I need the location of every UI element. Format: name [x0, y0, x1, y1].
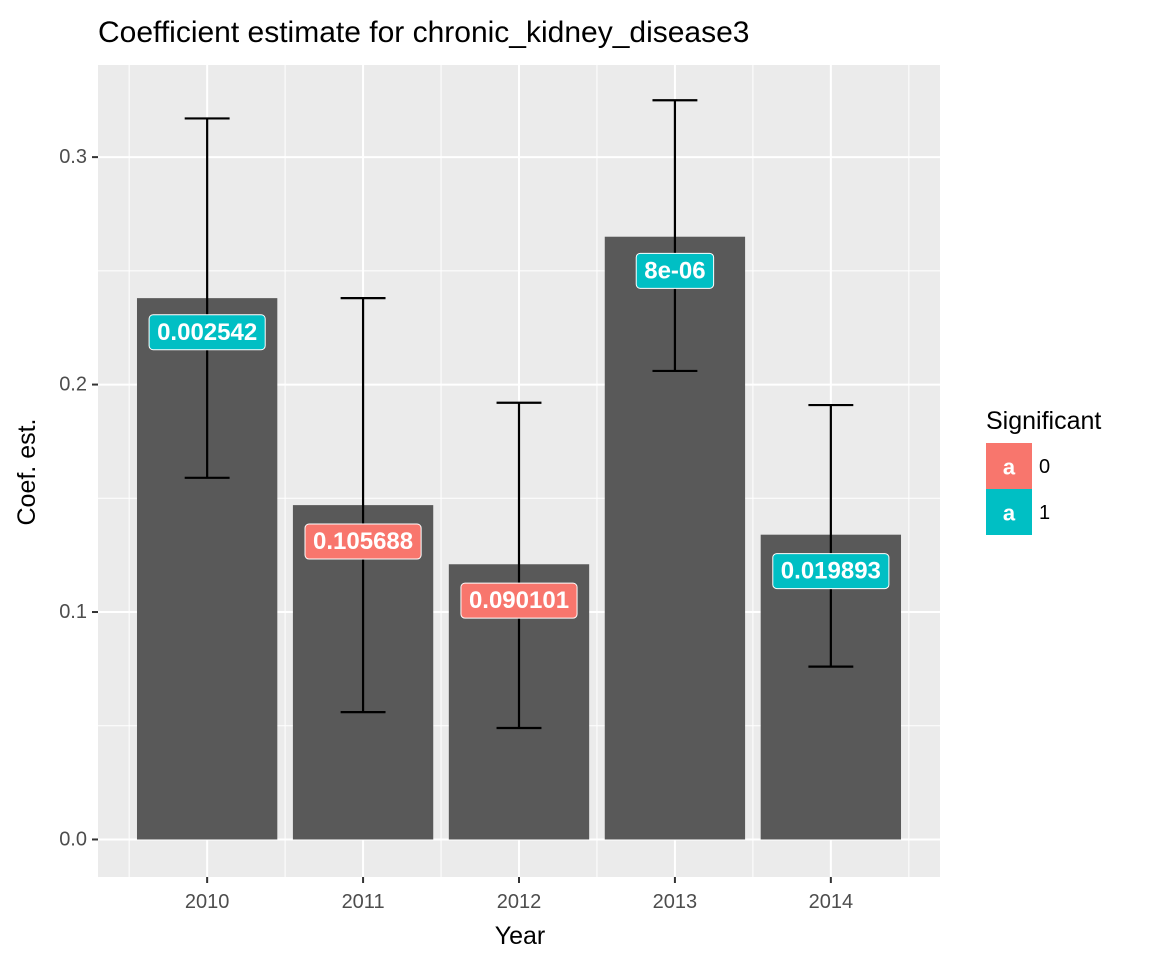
chart-title: Coefficient estimate for chronic_kidney_… [98, 16, 749, 49]
data-labels: 0.002542 0.105688 0.090101 8e-06 0.019893 [148, 252, 890, 619]
data-label-2011: 0.105688 [304, 523, 422, 560]
x-tick-label: 2010 [185, 891, 230, 913]
legend: Significant a 0a 1 [986, 407, 1101, 535]
legend-label: 1 [1039, 502, 1050, 524]
error-bar-2013 [652, 99, 698, 373]
data-label-text: 8e-06 [644, 257, 705, 284]
x-tick-label: 2013 [653, 891, 698, 913]
data-label-box [460, 582, 578, 619]
data-label-text: 0.019893 [781, 558, 881, 585]
error-bar-2014 [808, 403, 854, 668]
data-label-2013: 8e-06 [635, 252, 715, 289]
data-label-2014: 0.019893 [772, 553, 890, 590]
error-bar-2011 [340, 297, 386, 714]
x-tick-label: 2012 [497, 891, 542, 913]
data-label-box [304, 523, 422, 560]
bars [136, 236, 902, 840]
data-label-2012: 0.090101 [460, 582, 578, 619]
data-label-text: 0.105688 [313, 528, 413, 555]
error-bar-2010 [184, 117, 230, 479]
y-tick-label: 0.3 [59, 146, 87, 168]
data-label-text: 0.002542 [157, 319, 257, 346]
data-label-text: 0.090101 [469, 587, 569, 614]
y-tick-label: 0.0 [59, 828, 87, 850]
data-label-box [772, 553, 890, 590]
legend-title: Significant [986, 407, 1101, 435]
data-label-box [635, 252, 715, 289]
legend-key-glyph: a [1003, 455, 1016, 480]
error-bar-2012 [496, 401, 542, 730]
y-axis-title: Coef. est. [13, 419, 41, 526]
legend-key [986, 489, 1032, 535]
data-label-2010: 0.002542 [148, 314, 266, 351]
legend-label: 0 [1039, 456, 1050, 478]
legend-key-glyph: a [1003, 501, 1016, 526]
x-axis-title: Year [495, 922, 546, 950]
error-bars [184, 99, 854, 730]
x-tick-label: 2014 [809, 891, 854, 913]
y-tick-label: 0.2 [59, 374, 87, 396]
y-tick-label: 0.1 [59, 601, 87, 623]
legend-key [986, 443, 1032, 489]
y-axis: 0.0 0.1 0.2 0.3 [59, 146, 98, 850]
data-label-box [148, 314, 266, 351]
x-axis: 2010 2011 2012 2013 2014 [185, 877, 853, 913]
x-tick-label: 2011 [342, 891, 385, 913]
